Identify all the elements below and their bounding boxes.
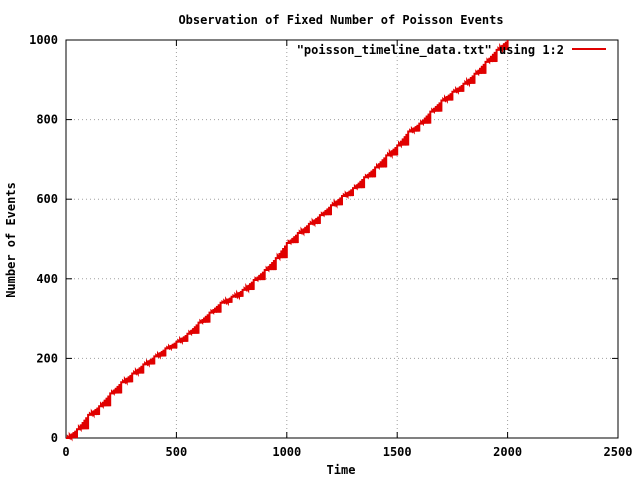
x-tick-label: 1000 xyxy=(272,445,301,459)
grid xyxy=(66,40,618,438)
x-tick-label: 0 xyxy=(62,445,69,459)
series-line xyxy=(66,40,509,442)
x-tick-label: 1500 xyxy=(383,445,412,459)
y-tick-label: 0 xyxy=(51,431,58,445)
axis-ticks: 0 500 1000 1500 2000 2500 0 200 400 600 800 1000 xyxy=(29,33,632,459)
y-tick-label: 600 xyxy=(36,192,58,206)
plot-frame xyxy=(65,39,619,439)
x-tick-label: 500 xyxy=(166,445,188,459)
series-group xyxy=(66,40,509,442)
y-tick-label: 800 xyxy=(36,113,58,127)
y-tick-label: 200 xyxy=(36,351,58,365)
y-axis-label: Number of Events xyxy=(4,182,18,298)
x-tick-label: 2000 xyxy=(493,445,522,459)
legend-label: "poisson_timeline_data.txt" using 1:2 xyxy=(297,43,564,58)
chart-title: Observation of Fixed Number of Poisson E… xyxy=(178,13,503,27)
x-axis-label: Time xyxy=(327,463,356,477)
y-tick-label: 1000 xyxy=(29,33,58,47)
y-tick-label: 400 xyxy=(36,272,58,286)
legend: "poisson_timeline_data.txt" using 1:2 xyxy=(297,43,606,58)
x-tick-label: 2500 xyxy=(604,445,633,459)
